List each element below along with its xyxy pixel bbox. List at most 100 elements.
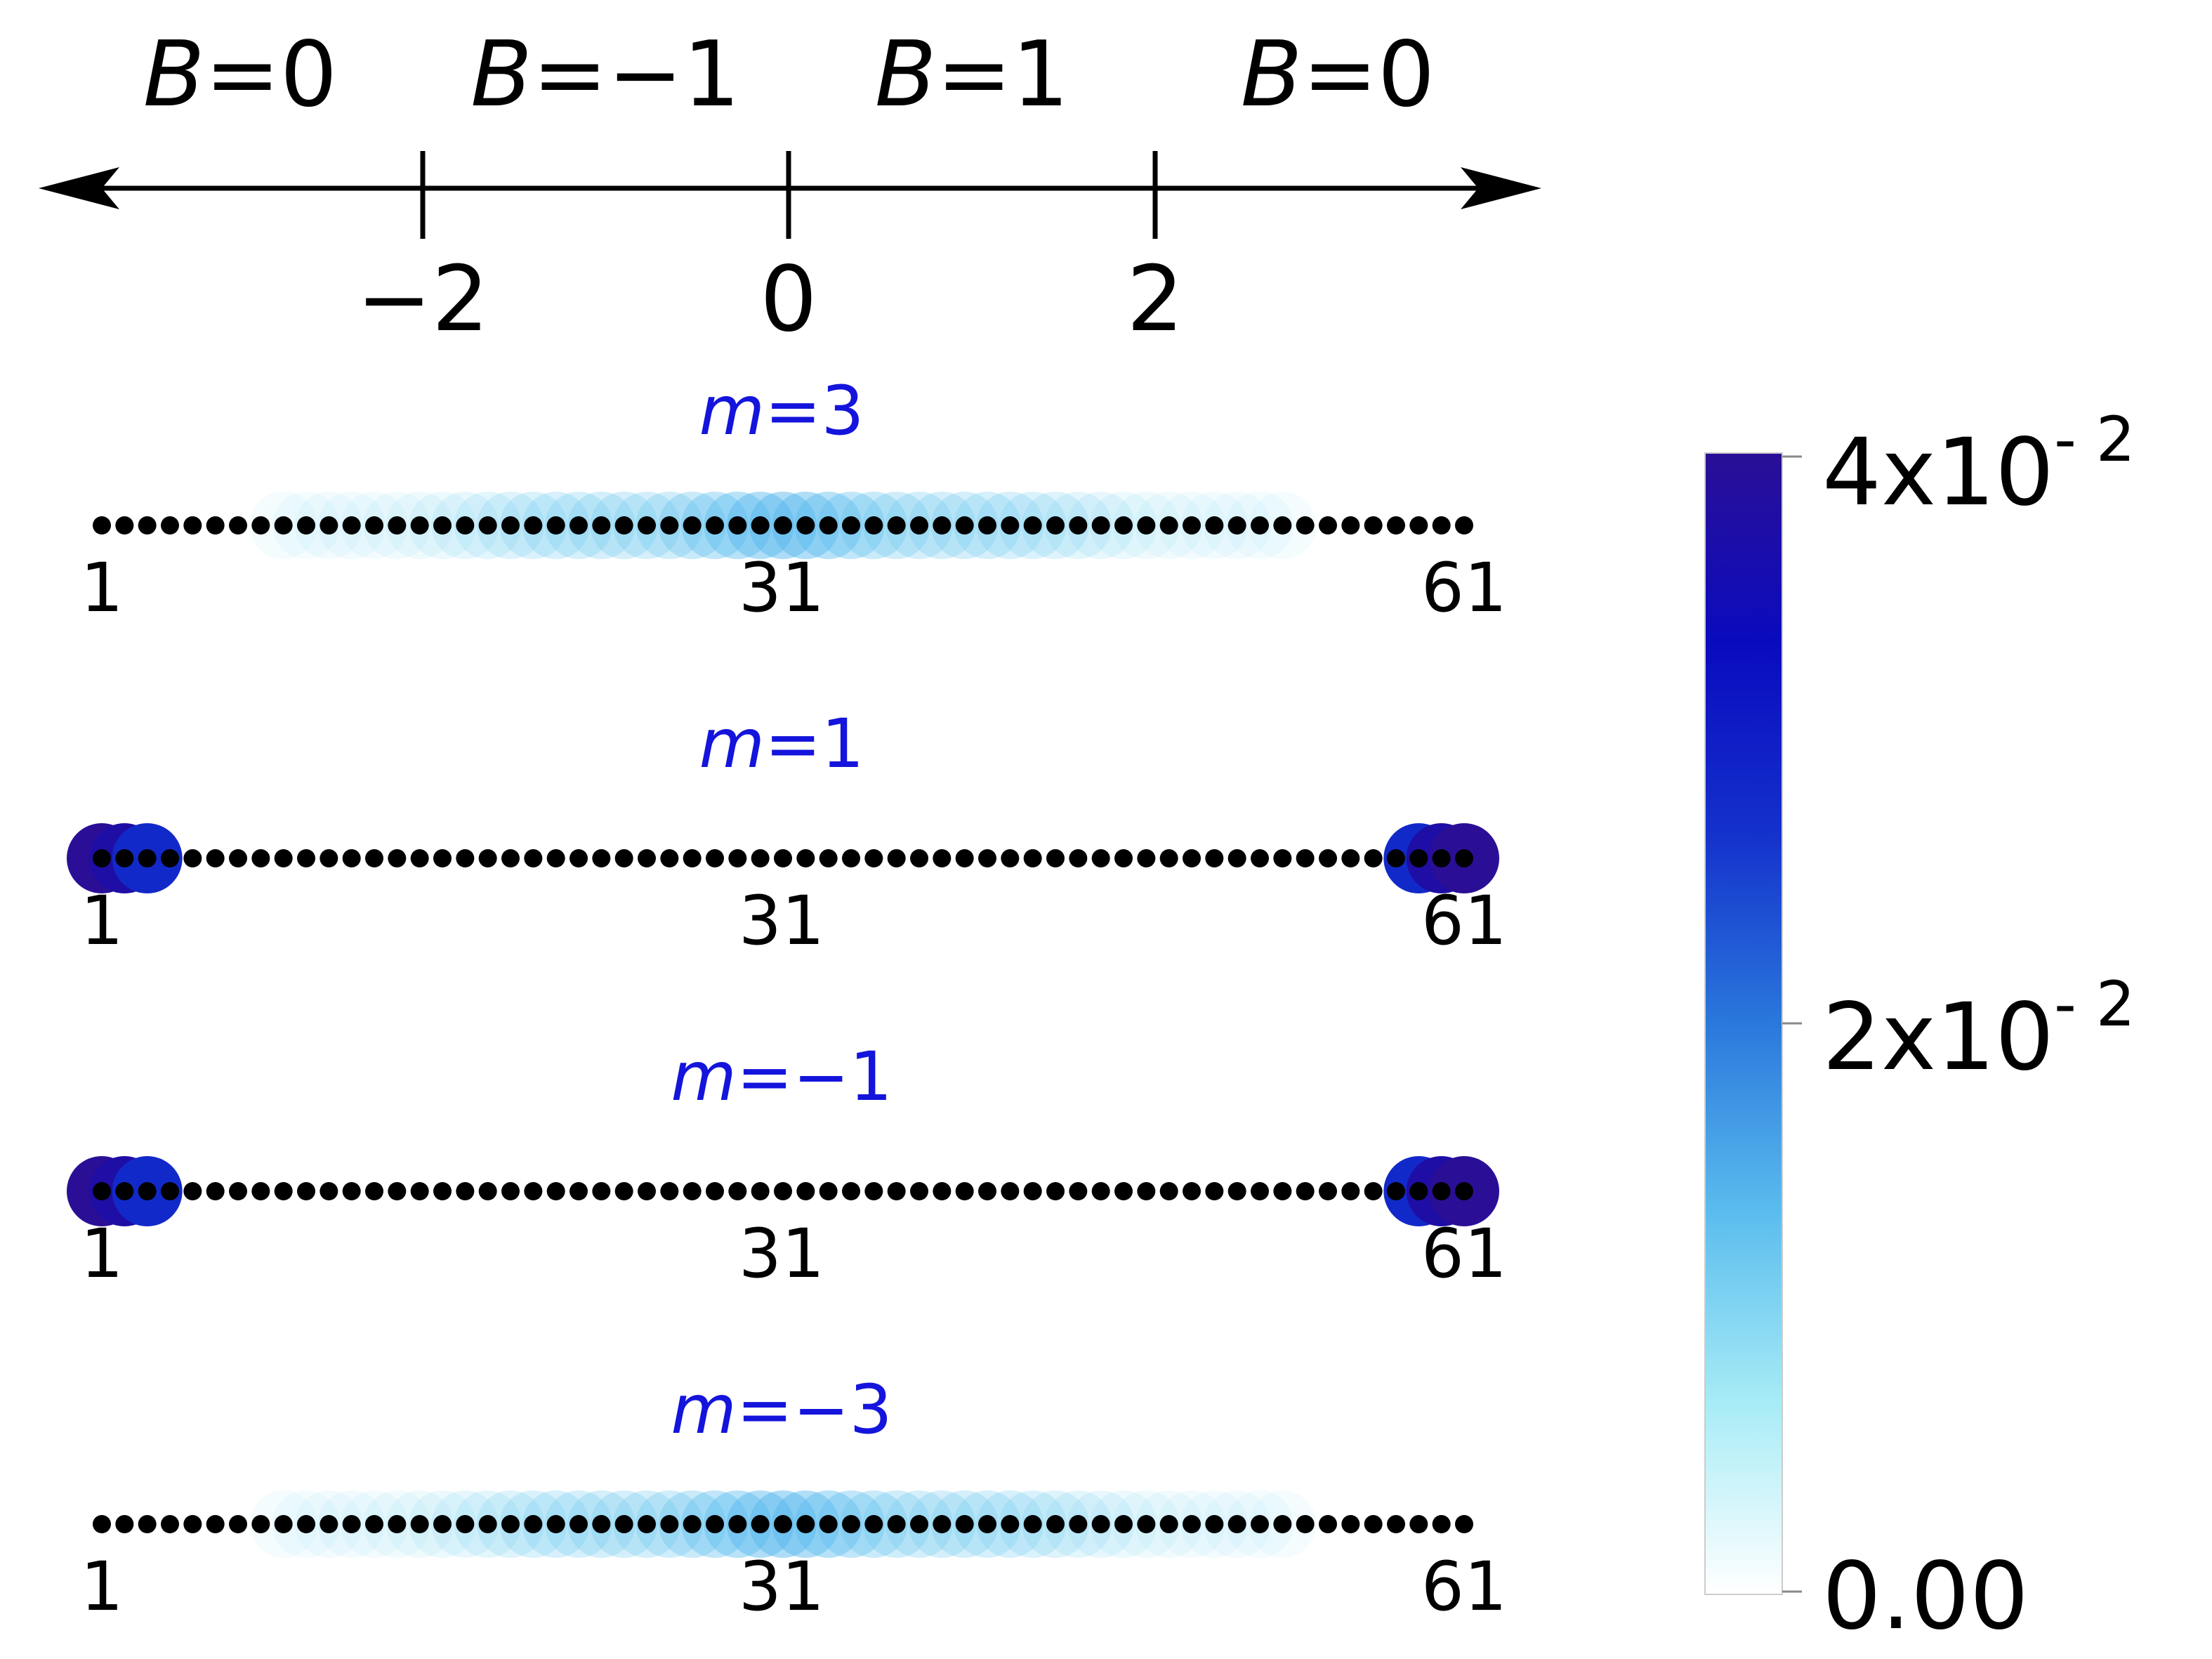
- lattice-site: [1023, 1515, 1042, 1533]
- lattice-site: [683, 1182, 702, 1200]
- lattice-site: [1069, 849, 1088, 867]
- lattice-site: [478, 1182, 497, 1200]
- lattice-site: [1455, 516, 1473, 535]
- lattice-site: [728, 516, 747, 535]
- lattice-site: [206, 516, 225, 535]
- lattice-site: [365, 516, 383, 535]
- lattice-site: [456, 849, 475, 867]
- lattice-site: [297, 1182, 315, 1200]
- colorbar-label: 4x10- 2: [1822, 403, 2135, 527]
- chain-title: m=−1: [671, 1037, 892, 1116]
- lattice-site: [1183, 516, 1201, 535]
- site-label-middle: 31: [739, 549, 824, 627]
- chain-panel: m=3 1 31 61: [80, 372, 1507, 627]
- lattice-site: [1341, 849, 1360, 867]
- colorbar-label-mantissa: 0.00: [1822, 1542, 2029, 1651]
- lattice-site: [206, 849, 225, 867]
- lattice-site: [388, 1182, 407, 1200]
- lattice-site: [638, 516, 656, 535]
- lattice-site: [1205, 516, 1224, 535]
- lattice-site: [320, 1515, 338, 1533]
- lattice-site: [796, 1515, 815, 1533]
- site-label-first: 1: [80, 1547, 123, 1626]
- lattice-site: [433, 849, 452, 867]
- lattice-site: [1091, 1515, 1110, 1533]
- lattice-site: [1387, 1515, 1405, 1533]
- lattice-site: [819, 849, 838, 867]
- lattice-site: [229, 1515, 247, 1533]
- lattice-site: [251, 1182, 270, 1200]
- site-label-middle: 31: [739, 1547, 824, 1626]
- lattice-site: [842, 1182, 860, 1200]
- lattice-site: [410, 849, 429, 867]
- lattice-site: [1069, 516, 1088, 535]
- lattice-site: [433, 516, 452, 535]
- lattice-site: [1001, 849, 1020, 867]
- phase-label-var: B: [470, 22, 532, 127]
- lattice-site: [274, 1515, 293, 1533]
- lattice-site: [1159, 1515, 1178, 1533]
- lattice-site: [751, 516, 770, 535]
- lattice-site: [638, 849, 656, 867]
- site-label-middle: 31: [739, 1214, 824, 1293]
- lattice-site: [1114, 1182, 1133, 1200]
- lattice-site: [1341, 1182, 1360, 1200]
- site-layer: [93, 516, 1473, 535]
- lattice-site: [410, 1182, 429, 1200]
- tick-label: −2: [357, 247, 489, 352]
- lattice-site: [864, 516, 883, 535]
- site-label-middle: 31: [739, 881, 824, 960]
- lattice-site: [138, 1182, 157, 1200]
- chain-title: m=−3: [671, 1370, 892, 1449]
- lattice-site: [1114, 849, 1133, 867]
- lattice-site: [706, 516, 724, 535]
- lattice-site: [161, 849, 179, 867]
- lattice-site: [955, 1182, 974, 1200]
- lattice-site: [1137, 849, 1156, 867]
- lattice-site: [1409, 516, 1428, 535]
- lattice-site: [751, 1182, 770, 1200]
- lattice-site: [842, 849, 860, 867]
- lattice-site: [1046, 1515, 1065, 1533]
- lattice-site: [1091, 1182, 1110, 1200]
- lattice-site: [955, 1515, 974, 1533]
- lattice-site: [1273, 516, 1292, 535]
- lattice-site: [274, 1182, 293, 1200]
- lattice-site: [570, 1515, 588, 1533]
- lattice-site: [819, 516, 838, 535]
- lattice-site: [933, 1182, 952, 1200]
- lattice-site: [1205, 1515, 1224, 1533]
- lattice-site: [183, 516, 202, 535]
- chain-title-eq: =1: [765, 704, 864, 783]
- lattice-site: [774, 1182, 792, 1200]
- lattice-site: [161, 1515, 179, 1533]
- colorbar-label-exponent: - 2: [2054, 403, 2135, 476]
- lattice-site: [1432, 516, 1451, 535]
- lattice-site: [1364, 849, 1383, 867]
- lattice-site: [478, 849, 497, 867]
- lattice-site: [1183, 1182, 1201, 1200]
- phase-label-eq: =0: [205, 22, 338, 127]
- lattice-site: [955, 849, 974, 867]
- chain-title-eq: =−3: [737, 1370, 893, 1449]
- lattice-site: [842, 516, 860, 535]
- lattice-site: [1251, 849, 1269, 867]
- lattice-site: [819, 1182, 838, 1200]
- lattice-site: [796, 849, 815, 867]
- lattice-site: [388, 516, 407, 535]
- chain-title-var: m: [699, 372, 765, 450]
- chain-panel: m=−1 1 31 61: [67, 1037, 1507, 1293]
- lattice-site: [978, 1182, 996, 1200]
- chain-title: m=1: [699, 704, 864, 783]
- lattice-site: [1432, 1182, 1451, 1200]
- chain-title-eq: =−1: [737, 1037, 893, 1116]
- lattice-site: [1387, 1182, 1405, 1200]
- lattice-site: [93, 849, 111, 867]
- chain-title-var: m: [671, 1037, 737, 1116]
- lattice-site: [614, 516, 633, 535]
- tick-label: 0: [760, 247, 817, 352]
- lattice-site: [388, 849, 407, 867]
- lattice-site: [1251, 516, 1269, 535]
- lattice-site: [1409, 1515, 1428, 1533]
- lattice-site: [478, 1515, 497, 1533]
